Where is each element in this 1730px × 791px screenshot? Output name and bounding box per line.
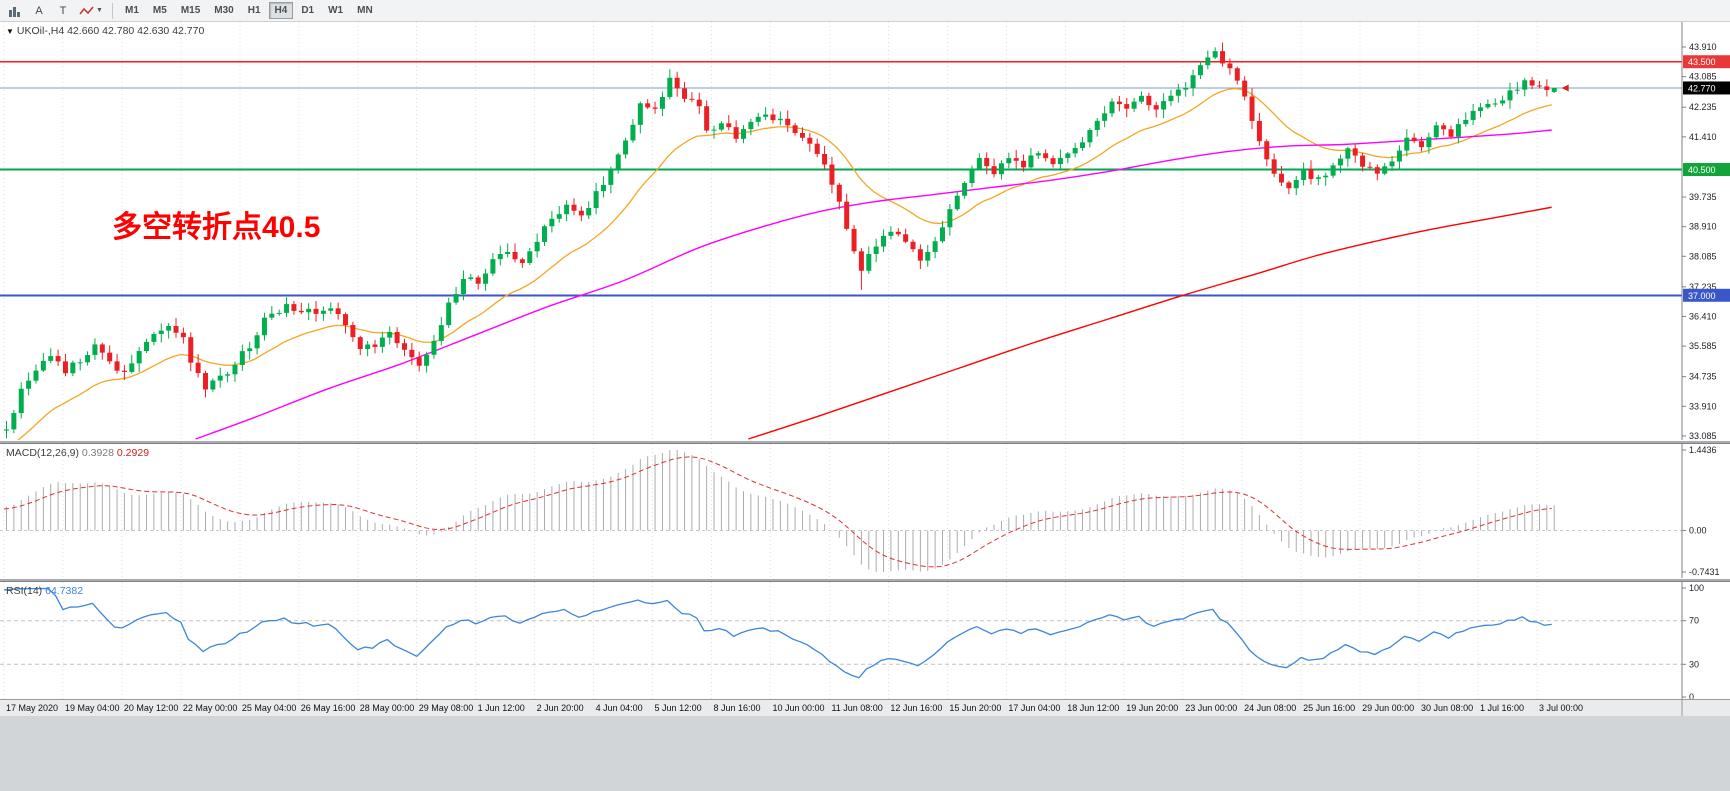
svg-text:15 Jun 20:00: 15 Jun 20:00 bbox=[949, 703, 1001, 713]
svg-text:20 May 12:00: 20 May 12:00 bbox=[124, 703, 179, 713]
svg-text:17 May 2020: 17 May 2020 bbox=[6, 703, 58, 713]
toolbar-separator bbox=[112, 2, 113, 19]
time-axis[interactable]: 17 May 2020 19 May 04:00 20 May 12:00 22 Ma… bbox=[0, 699, 1730, 716]
svg-text:1 Jun 12:00: 1 Jun 12:00 bbox=[478, 703, 525, 713]
chart-dropdown-icon[interactable]: ▼ bbox=[6, 27, 14, 36]
timeframe-button-m15[interactable]: M15 bbox=[180, 5, 201, 16]
svg-text:5 Jun 12:00: 5 Jun 12:00 bbox=[655, 703, 702, 713]
svg-text:多空转折点40.5: 多空转折点40.5 bbox=[112, 211, 320, 244]
chart-bars-icon-button[interactable] bbox=[4, 2, 26, 20]
panel-separator[interactable] bbox=[0, 440, 1730, 444]
timeframe-button-w1[interactable]: W1 bbox=[328, 5, 344, 16]
svg-text:1 Jul 16:00: 1 Jul 16:00 bbox=[1480, 703, 1524, 713]
svg-text:41.410: 41.410 bbox=[1689, 132, 1717, 142]
status-strip bbox=[0, 716, 1730, 791]
toolbar: A T ▼ M1 M5 M15 M30 H1 H4 D1 W1 MN bbox=[0, 0, 1730, 22]
timeframe-button-h1[interactable]: H1 bbox=[247, 5, 261, 16]
macd-svg[interactable]: 1.4436 0.00 -0.7431 bbox=[0, 444, 1730, 578]
svg-text:28 May 00:00: 28 May 00:00 bbox=[360, 703, 415, 713]
svg-text:37.235: 37.235 bbox=[1689, 282, 1717, 292]
svg-text:33.085: 33.085 bbox=[1689, 431, 1717, 440]
svg-text:2 Jun 20:00: 2 Jun 20:00 bbox=[537, 703, 584, 713]
svg-text:25 Jun 16:00: 25 Jun 16:00 bbox=[1303, 703, 1355, 713]
svg-text:3 Jul 00:00: 3 Jul 00:00 bbox=[1539, 703, 1583, 713]
svg-text:4 Jun 04:00: 4 Jun 04:00 bbox=[596, 703, 643, 713]
time-axis-svg[interactable]: 17 May 2020 19 May 04:00 20 May 12:00 22 Ma… bbox=[0, 700, 1730, 716]
svg-text:12 Jun 16:00: 12 Jun 16:00 bbox=[890, 703, 942, 713]
svg-text:43.085: 43.085 bbox=[1689, 72, 1717, 82]
svg-text:38.910: 38.910 bbox=[1689, 222, 1717, 232]
zigzag-icon bbox=[79, 5, 95, 17]
text-tool-button[interactable]: T bbox=[52, 2, 74, 20]
macd-label: MACD(12,26,9) 0.3928 0.2929 bbox=[6, 447, 150, 459]
timeframe-button-d1[interactable]: D1 bbox=[301, 5, 315, 16]
svg-text:29 Jun 00:00: 29 Jun 00:00 bbox=[1362, 703, 1414, 713]
timeframe-group: M1 M5 M15 M30 H1 H4 D1 W1 MN bbox=[118, 2, 380, 19]
svg-text:33.910: 33.910 bbox=[1689, 401, 1717, 411]
main-chart-panel[interactable]: ▼ UKOil-,H4 42.660 42.780 42.630 42.770 多… bbox=[0, 22, 1730, 440]
svg-text:38.085: 38.085 bbox=[1689, 251, 1717, 261]
svg-text:42.770: 42.770 bbox=[1688, 83, 1716, 93]
svg-text:43.500: 43.500 bbox=[1688, 57, 1716, 67]
panel-separator[interactable] bbox=[0, 578, 1730, 582]
main-chart-canvas[interactable]: 多空转折点40.5 43.910 43.085 42.235 41.410 39.735 3… bbox=[0, 22, 1730, 440]
svg-text:1.4436: 1.4436 bbox=[1689, 445, 1717, 455]
svg-text:-0.7431: -0.7431 bbox=[1689, 567, 1720, 577]
svg-text:19 Jun 20:00: 19 Jun 20:00 bbox=[1126, 703, 1178, 713]
svg-text:26 May 16:00: 26 May 16:00 bbox=[301, 703, 356, 713]
letter-t-icon: T bbox=[59, 4, 67, 17]
svg-text:19 May 04:00: 19 May 04:00 bbox=[65, 703, 120, 713]
timeframe-button-m1[interactable]: M1 bbox=[125, 5, 139, 16]
svg-text:18 Jun 12:00: 18 Jun 12:00 bbox=[1067, 703, 1119, 713]
timeframe-button-mn[interactable]: MN bbox=[357, 5, 373, 16]
svg-text:39.735: 39.735 bbox=[1689, 192, 1717, 202]
price-arrow-icon bbox=[1561, 84, 1569, 92]
rsi-svg[interactable]: 100 70 30 0 bbox=[0, 582, 1730, 699]
svg-text:8 Jun 16:00: 8 Jun 16:00 bbox=[714, 703, 761, 713]
rsi-panel[interactable]: RSI(14) 64.7382 100 70 30 0 bbox=[0, 582, 1730, 699]
svg-text:0.00: 0.00 bbox=[1689, 526, 1707, 536]
svg-text:36.410: 36.410 bbox=[1689, 311, 1717, 321]
chevron-down-icon: ▼ bbox=[96, 7, 103, 14]
svg-text:25 May 04:00: 25 May 04:00 bbox=[242, 703, 297, 713]
svg-text:40.500: 40.500 bbox=[1688, 165, 1716, 175]
bar-chart-icon bbox=[8, 5, 22, 17]
timeframe-button-h4[interactable]: H4 bbox=[268, 2, 294, 19]
letter-a-icon: A bbox=[35, 4, 43, 17]
zigzag-tool-button[interactable]: ▼ bbox=[76, 2, 106, 20]
svg-text:100: 100 bbox=[1689, 583, 1704, 593]
svg-text:22 May 00:00: 22 May 00:00 bbox=[183, 703, 238, 713]
svg-text:34.735: 34.735 bbox=[1689, 372, 1717, 382]
macd-panel[interactable]: MACD(12,26,9) 0.3928 0.2929 1.4436 0.00 -0… bbox=[0, 444, 1730, 578]
svg-text:0: 0 bbox=[1689, 692, 1694, 699]
svg-text:70: 70 bbox=[1689, 616, 1699, 626]
svg-text:24 Jun 08:00: 24 Jun 08:00 bbox=[1244, 703, 1296, 713]
svg-text:10 Jun 00:00: 10 Jun 00:00 bbox=[772, 703, 824, 713]
timeframe-button-m30[interactable]: M30 bbox=[214, 5, 234, 16]
rsi-label: RSI(14) 64.7382 bbox=[6, 585, 84, 597]
rsi-canvas[interactable]: 100 70 30 0 bbox=[0, 582, 1730, 699]
macd-canvas[interactable]: 1.4436 0.00 -0.7431 bbox=[0, 444, 1730, 578]
svg-text:43.910: 43.910 bbox=[1689, 42, 1717, 52]
svg-text:35.585: 35.585 bbox=[1689, 341, 1717, 351]
timeframe-button-m5[interactable]: M5 bbox=[152, 5, 167, 16]
svg-text:42.235: 42.235 bbox=[1689, 102, 1717, 112]
main-chart-svg[interactable]: 多空转折点40.5 43.910 43.085 42.235 41.410 39.735 3… bbox=[0, 22, 1730, 440]
svg-text:23 Jun 00:00: 23 Jun 00:00 bbox=[1185, 703, 1237, 713]
svg-text:17 Jun 04:00: 17 Jun 04:00 bbox=[1008, 703, 1060, 713]
svg-text:30 Jun 08:00: 30 Jun 08:00 bbox=[1421, 703, 1473, 713]
svg-text:11 Jun 08:00: 11 Jun 08:00 bbox=[831, 703, 882, 713]
svg-text:37.000: 37.000 bbox=[1688, 291, 1716, 301]
svg-text:29 May 08:00: 29 May 08:00 bbox=[419, 703, 474, 713]
svg-text:30: 30 bbox=[1689, 659, 1699, 669]
chart-title: ▼ UKOil-,H4 42.660 42.780 42.630 42.770 bbox=[6, 25, 205, 37]
font-tool-button[interactable]: A bbox=[28, 2, 50, 20]
